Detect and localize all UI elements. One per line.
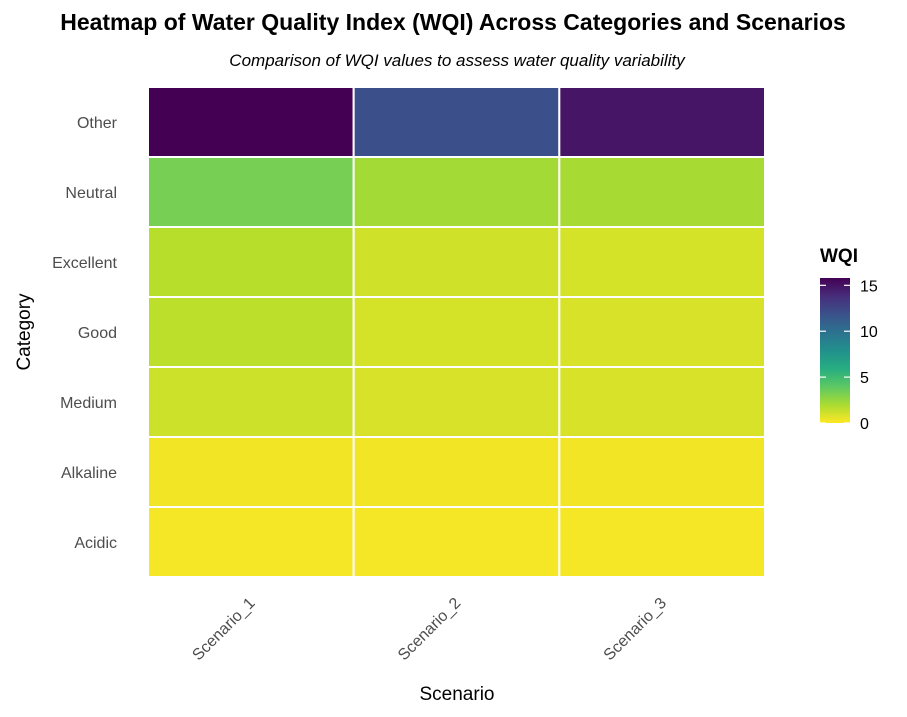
color-legend: WQI 0 5 10 15 [820, 246, 878, 433]
x-axis-tick-labels: Scenario_1 Scenario_2 Scenario_3 [189, 595, 670, 664]
heatmap-cell-other-scenario_1 [147, 86, 355, 158]
y-tick-label: Good [78, 325, 117, 342]
chart-subtitle: Comparison of WQI values to assess water… [229, 51, 686, 70]
x-axis-title: Scenario [420, 684, 495, 705]
heatmap-cells [147, 86, 766, 578]
heatmap-cell-alkaline-scenario_3 [558, 436, 766, 508]
x-tick-label: Scenario_3 [601, 595, 670, 664]
legend-tick-label: 10 [860, 324, 878, 341]
heatmap-cell-excellent-scenario_2 [352, 226, 561, 298]
legend-tick-label: 0 [860, 416, 869, 433]
heatmap-cell-medium-scenario_3 [558, 366, 766, 438]
heatmap-cell-neutral-scenario_2 [352, 156, 561, 228]
y-axis-tick-labels: Acidic Alkaline Medium Good Excellent Neutral… [52, 115, 118, 552]
x-tick-label: Scenario_2 [395, 595, 464, 664]
heatmap-cell-other-scenario_2 [352, 86, 561, 158]
y-tick-label: Acidic [74, 535, 117, 552]
heatmap-cell-good-scenario_3 [558, 296, 766, 368]
heatmap-cell-other-scenario_3 [558, 86, 766, 158]
heatmap-cell-neutral-scenario_3 [558, 156, 766, 228]
legend-colorbar [820, 278, 850, 423]
heatmap-cell-acidic-scenario_2 [352, 506, 561, 578]
heatmap-cell-good-scenario_1 [147, 296, 355, 368]
y-axis-title: Category [14, 293, 35, 371]
legend-tick-label: 5 [860, 370, 869, 387]
x-tick-label: Scenario_1 [189, 595, 258, 664]
heatmap-cell-excellent-scenario_3 [558, 226, 766, 298]
heatmap-cell-acidic-scenario_1 [147, 506, 355, 578]
y-tick-label: Neutral [65, 185, 117, 202]
y-tick-label: Excellent [52, 255, 117, 272]
heatmap-cell-medium-scenario_2 [352, 366, 561, 438]
legend-title: WQI [820, 246, 858, 267]
legend-tick-label: 15 [860, 278, 878, 295]
y-tick-label: Alkaline [61, 465, 117, 482]
heatmap-cell-neutral-scenario_1 [147, 156, 355, 228]
y-tick-label: Other [77, 115, 118, 132]
heatmap-cell-medium-scenario_1 [147, 366, 355, 438]
heatmap-cell-excellent-scenario_1 [147, 226, 355, 298]
heatmap-cell-good-scenario_2 [352, 296, 561, 368]
heatmap-cell-alkaline-scenario_1 [147, 436, 355, 508]
chart-title: Heatmap of Water Quality Index (WQI) Acr… [60, 9, 846, 35]
y-tick-label: Medium [60, 395, 117, 412]
heatmap-cell-alkaline-scenario_2 [352, 436, 561, 508]
legend-ticks: 0 5 10 15 [820, 278, 878, 433]
heatmap-cell-acidic-scenario_3 [558, 506, 766, 578]
